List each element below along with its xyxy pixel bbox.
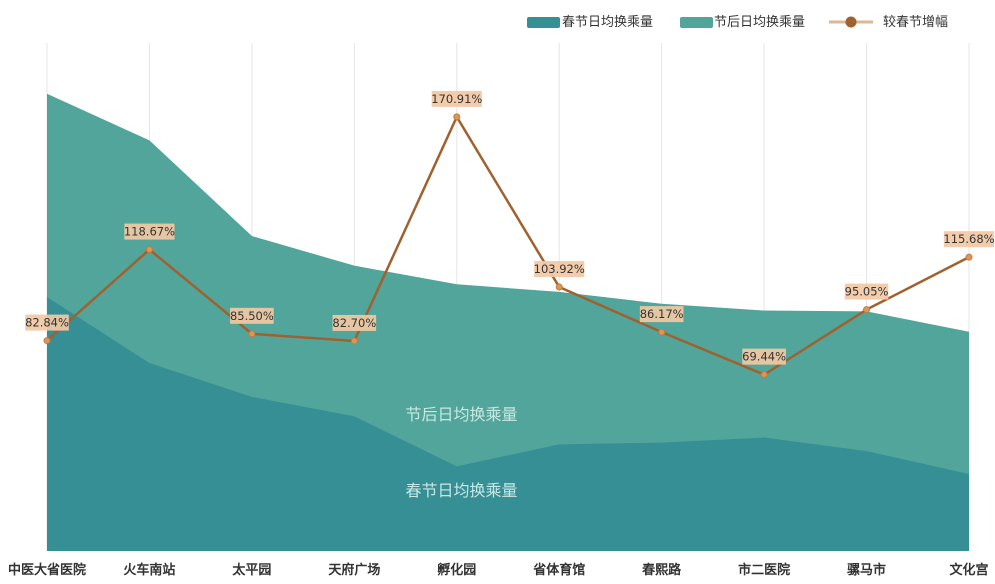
line-point xyxy=(863,306,871,314)
data-label-box xyxy=(230,307,274,324)
data-label-box xyxy=(844,283,889,300)
line-point xyxy=(453,113,461,121)
data-label: 69.44% xyxy=(742,348,786,365)
x-tick-label: 省体育馆 xyxy=(532,562,585,578)
data-label-text: 115.68% xyxy=(943,232,994,246)
x-tick-label: 天府广场 xyxy=(328,562,380,578)
data-label: 103.92% xyxy=(534,261,585,278)
legend-swatch-after-holiday xyxy=(680,17,713,28)
line-points xyxy=(43,113,973,379)
line-point xyxy=(248,330,256,338)
legend-swatch-growth-dot xyxy=(845,16,857,28)
data-labels: 82.84% 118.67% 85.50% 82.70% 170.91% 103.92% 8… xyxy=(25,90,995,365)
data-label-box xyxy=(431,90,482,107)
data-label-box xyxy=(534,261,585,278)
line-point xyxy=(965,253,973,261)
x-axis-tick-labels: 中医大省医院 火车南站 太平园 天府广场 孵化园 省体育馆 春熙路 市二医院 骡马市 文化宫 xyxy=(8,562,989,578)
area-label-after-holiday: 节后日均换乘量 xyxy=(406,405,518,424)
data-label: 115.68% xyxy=(943,231,995,248)
data-label: 170.91% xyxy=(431,90,482,107)
data-label-text: 86.17% xyxy=(640,307,684,321)
x-tick-label: 太平园 xyxy=(231,562,271,578)
x-tick-label: 火车南站 xyxy=(123,562,175,578)
x-tick-label: 中医大省医院 xyxy=(8,562,86,578)
data-label: 86.17% xyxy=(639,306,684,323)
data-label: 85.50% xyxy=(230,307,274,324)
data-label-text: 85.50% xyxy=(230,309,274,323)
legend-label-after-holiday: 节后日均换乘量 xyxy=(714,15,805,30)
legend-item-growth[interactable]: 较春节增幅 xyxy=(829,15,948,30)
data-label: 95.05% xyxy=(844,283,889,300)
data-label-box xyxy=(639,306,684,323)
line-series-growth xyxy=(46,114,970,377)
legend-label-growth: 较春节增幅 xyxy=(883,15,948,30)
legend-item-after-holiday[interactable]: 节后日均换乘量 xyxy=(680,15,805,30)
data-label: 118.67% xyxy=(124,223,175,240)
x-tick-label: 春熙路 xyxy=(641,562,682,578)
area-label-spring-festival: 春节日均换乘量 xyxy=(406,481,518,500)
legend-label-spring-festival: 春节日均换乘量 xyxy=(562,15,653,30)
legend-swatch-spring-festival xyxy=(527,17,560,28)
line-point xyxy=(555,283,563,291)
x-tick-label: 骡马市 xyxy=(847,562,886,578)
data-label-box xyxy=(332,314,377,331)
x-tick-label: 文化宫 xyxy=(949,562,988,578)
data-label-text: 170.91% xyxy=(431,92,482,106)
data-label-text: 82.84% xyxy=(25,316,69,330)
x-tick-label: 孵化园 xyxy=(437,562,476,578)
data-label-text: 69.44% xyxy=(742,350,786,364)
data-label-box xyxy=(742,348,786,365)
data-label: 82.84% xyxy=(25,314,69,331)
data-label-text: 82.70% xyxy=(332,316,376,330)
data-label-text: 103.92% xyxy=(534,262,585,276)
legend-item-spring-festival[interactable]: 春节日均换乘量 xyxy=(527,15,653,30)
data-label: 82.70% xyxy=(332,314,377,331)
x-tick-label: 市二医院 xyxy=(738,562,790,578)
area-series-spring-festival xyxy=(47,297,969,551)
data-label-box xyxy=(124,223,175,240)
data-label-text: 118.67% xyxy=(124,225,175,239)
line-point xyxy=(658,328,666,336)
line-point xyxy=(350,337,358,345)
line-point xyxy=(145,246,153,254)
line-point xyxy=(760,371,768,379)
data-label-box xyxy=(943,231,995,248)
legend: 春节日均换乘量 节后日均换乘量 较春节增幅 xyxy=(527,15,948,30)
line-point xyxy=(43,337,51,345)
data-label-text: 95.05% xyxy=(845,285,889,299)
data-label-box xyxy=(25,314,69,331)
